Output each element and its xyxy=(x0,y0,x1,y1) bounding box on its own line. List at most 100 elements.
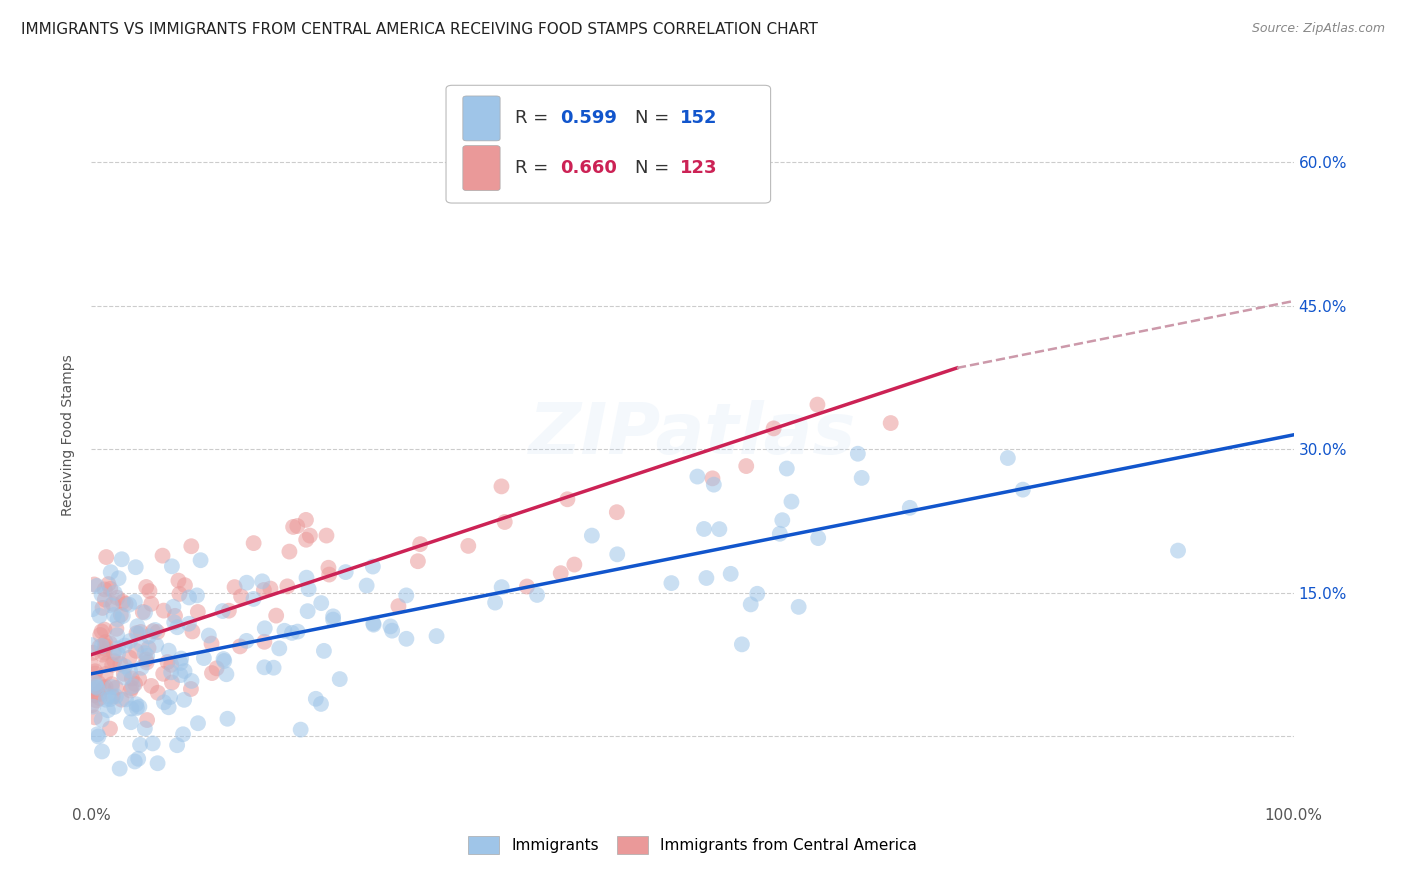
Point xyxy=(108,762,131,776)
Point xyxy=(235,575,257,590)
Point xyxy=(703,477,725,491)
Point xyxy=(229,640,252,654)
Point xyxy=(107,612,129,626)
Point xyxy=(180,539,202,553)
Point xyxy=(305,691,328,706)
Point xyxy=(142,736,165,750)
Point xyxy=(94,667,117,681)
Point xyxy=(80,657,103,672)
Point xyxy=(807,531,830,545)
Point xyxy=(84,676,107,690)
Point xyxy=(125,626,148,640)
Point xyxy=(125,560,148,574)
Point xyxy=(177,591,200,605)
Point xyxy=(770,513,793,527)
Point xyxy=(186,588,208,602)
Point xyxy=(152,549,174,563)
Point xyxy=(395,589,418,603)
FancyBboxPatch shape xyxy=(446,86,770,203)
Point xyxy=(134,646,156,660)
Point xyxy=(312,644,335,658)
Point xyxy=(128,699,150,714)
Text: N =: N = xyxy=(634,159,675,178)
Point xyxy=(167,574,190,588)
Point xyxy=(252,574,274,589)
Point xyxy=(110,692,132,706)
Point xyxy=(898,500,921,515)
Point xyxy=(90,713,112,727)
Point xyxy=(153,695,176,709)
Point xyxy=(105,622,128,636)
Point xyxy=(702,471,724,485)
Point xyxy=(82,699,104,714)
Point xyxy=(457,539,479,553)
Point xyxy=(387,599,409,614)
Point xyxy=(152,604,174,618)
Point xyxy=(86,579,108,593)
Point xyxy=(105,591,128,605)
Point xyxy=(169,668,191,682)
Point xyxy=(166,620,188,634)
Point xyxy=(120,681,142,695)
Point xyxy=(141,597,163,611)
Point xyxy=(110,607,132,622)
Point xyxy=(121,701,143,715)
Point xyxy=(142,624,165,639)
Point xyxy=(174,578,197,592)
Point xyxy=(217,712,239,726)
Point xyxy=(94,635,117,649)
Point xyxy=(146,625,169,640)
Point xyxy=(322,613,344,627)
Point xyxy=(91,744,114,758)
Point xyxy=(84,666,107,681)
Point xyxy=(363,617,385,632)
Point xyxy=(806,398,828,412)
Text: Source: ZipAtlas.com: Source: ZipAtlas.com xyxy=(1251,22,1385,36)
Point xyxy=(103,699,125,714)
Point xyxy=(198,628,221,642)
Point xyxy=(242,536,264,550)
Point xyxy=(997,450,1019,465)
Point xyxy=(160,559,183,574)
Point xyxy=(125,701,148,715)
Point xyxy=(762,421,785,435)
Point xyxy=(494,515,516,529)
Point xyxy=(218,604,240,618)
Point xyxy=(82,646,104,660)
Point xyxy=(329,672,352,686)
Point xyxy=(98,722,121,736)
Point xyxy=(776,461,799,475)
Point xyxy=(229,590,252,604)
Point xyxy=(740,598,762,612)
Point xyxy=(80,682,103,697)
Point xyxy=(105,681,128,695)
Point xyxy=(720,566,742,581)
Point xyxy=(86,727,108,741)
Point xyxy=(104,690,127,704)
Point xyxy=(235,633,257,648)
Point xyxy=(94,680,117,694)
Point xyxy=(409,537,432,551)
Point xyxy=(118,634,141,648)
Point xyxy=(114,659,136,673)
FancyBboxPatch shape xyxy=(463,96,501,141)
Point xyxy=(80,638,103,652)
Point xyxy=(127,619,149,633)
Point xyxy=(201,666,224,681)
Point xyxy=(104,586,127,600)
Point xyxy=(264,608,287,623)
Text: 0.599: 0.599 xyxy=(560,110,617,128)
Point xyxy=(105,628,128,642)
Point xyxy=(162,599,184,614)
Point xyxy=(134,722,156,736)
Point xyxy=(395,632,418,646)
Point xyxy=(285,519,308,533)
Point xyxy=(380,619,402,633)
Point xyxy=(91,681,114,695)
Text: N =: N = xyxy=(634,110,675,128)
Point xyxy=(128,672,150,686)
Point xyxy=(156,655,179,669)
Point xyxy=(141,679,163,693)
Point xyxy=(138,641,160,656)
Point xyxy=(111,609,134,624)
